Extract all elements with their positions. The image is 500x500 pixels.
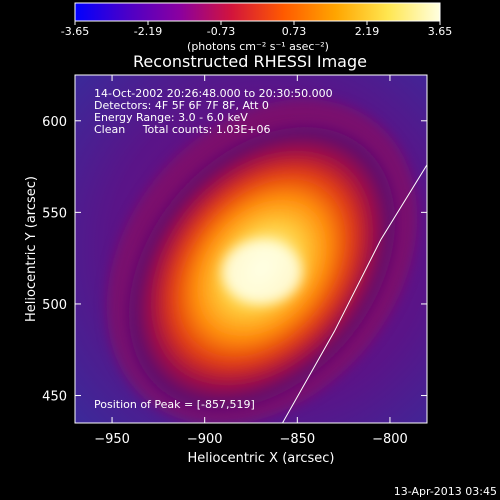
colorbar-tick-label: 0.73 — [282, 25, 307, 38]
x-tick-label: −950 — [94, 432, 130, 447]
y-tick-label: 450 — [42, 390, 67, 405]
x-axis-label: Heliocentric X (arcsec) — [188, 451, 335, 466]
solar-limb-line — [282, 164, 427, 423]
heatmap-image — [75, 75, 427, 423]
y-tick-label: 550 — [42, 206, 67, 221]
colorbar-units: (photons cm⁻² s⁻¹ asec⁻²) — [187, 40, 329, 53]
annotation-detectors: Detectors: 4F 5F 6F 7F 8F, Att 0 — [94, 99, 269, 112]
annotation-energy-range: Energy Range: 3.0 - 6.0 keV — [94, 111, 248, 124]
x-tick-label: −850 — [279, 432, 315, 447]
y-tick-label: 500 — [42, 298, 67, 313]
colorbar-tick-label: -0.73 — [207, 25, 235, 38]
timestamp: 13-Apr-2013 03:45 — [394, 485, 497, 498]
plot-frame — [74, 74, 428, 424]
colorbar-tick-label: -3.65 — [61, 25, 89, 38]
x-tick-label: −900 — [187, 432, 223, 447]
x-tick-label: −800 — [372, 432, 408, 447]
y-axis-label: Heliocentric Y (arcsec) — [24, 176, 39, 322]
chart-title: Reconstructed RHESSI Image — [133, 52, 367, 71]
annotation-clean-counts: Clean Total counts: 1.03E+06 — [94, 123, 271, 136]
annotation-block: 14-Oct-2002 20:26:48.000 to 20:30:50.000… — [94, 87, 333, 136]
annotation-time-range: 14-Oct-2002 20:26:48.000 to 20:30:50.000 — [94, 87, 333, 100]
peak-position-label: Position of Peak = [-857,519] — [94, 398, 255, 411]
emission-core — [222, 240, 302, 304]
colorbar-tick-label: 3.65 — [428, 25, 453, 38]
y-axis-ticks: 450 500 550 600 — [42, 115, 427, 405]
x-axis-ticks: −950 −900 −850 −800 — [94, 75, 408, 447]
colorbar-strip — [74, 2, 441, 22]
colorbar-tick-label: -2.19 — [134, 25, 162, 38]
colorbar-tick-label: 2.19 — [355, 25, 380, 38]
colorbar-ticks: -3.65 -2.19 -0.73 0.73 2.19 3.65 — [61, 21, 452, 38]
y-tick-label: 600 — [42, 115, 67, 130]
colorbar: -3.65 -2.19 -0.73 0.73 2.19 3.65 (photons cm⁻… — [61, 2, 452, 53]
plot-area: −950 −900 −850 −800 450 500 550 600 14-Oct-200… — [42, 74, 428, 447]
